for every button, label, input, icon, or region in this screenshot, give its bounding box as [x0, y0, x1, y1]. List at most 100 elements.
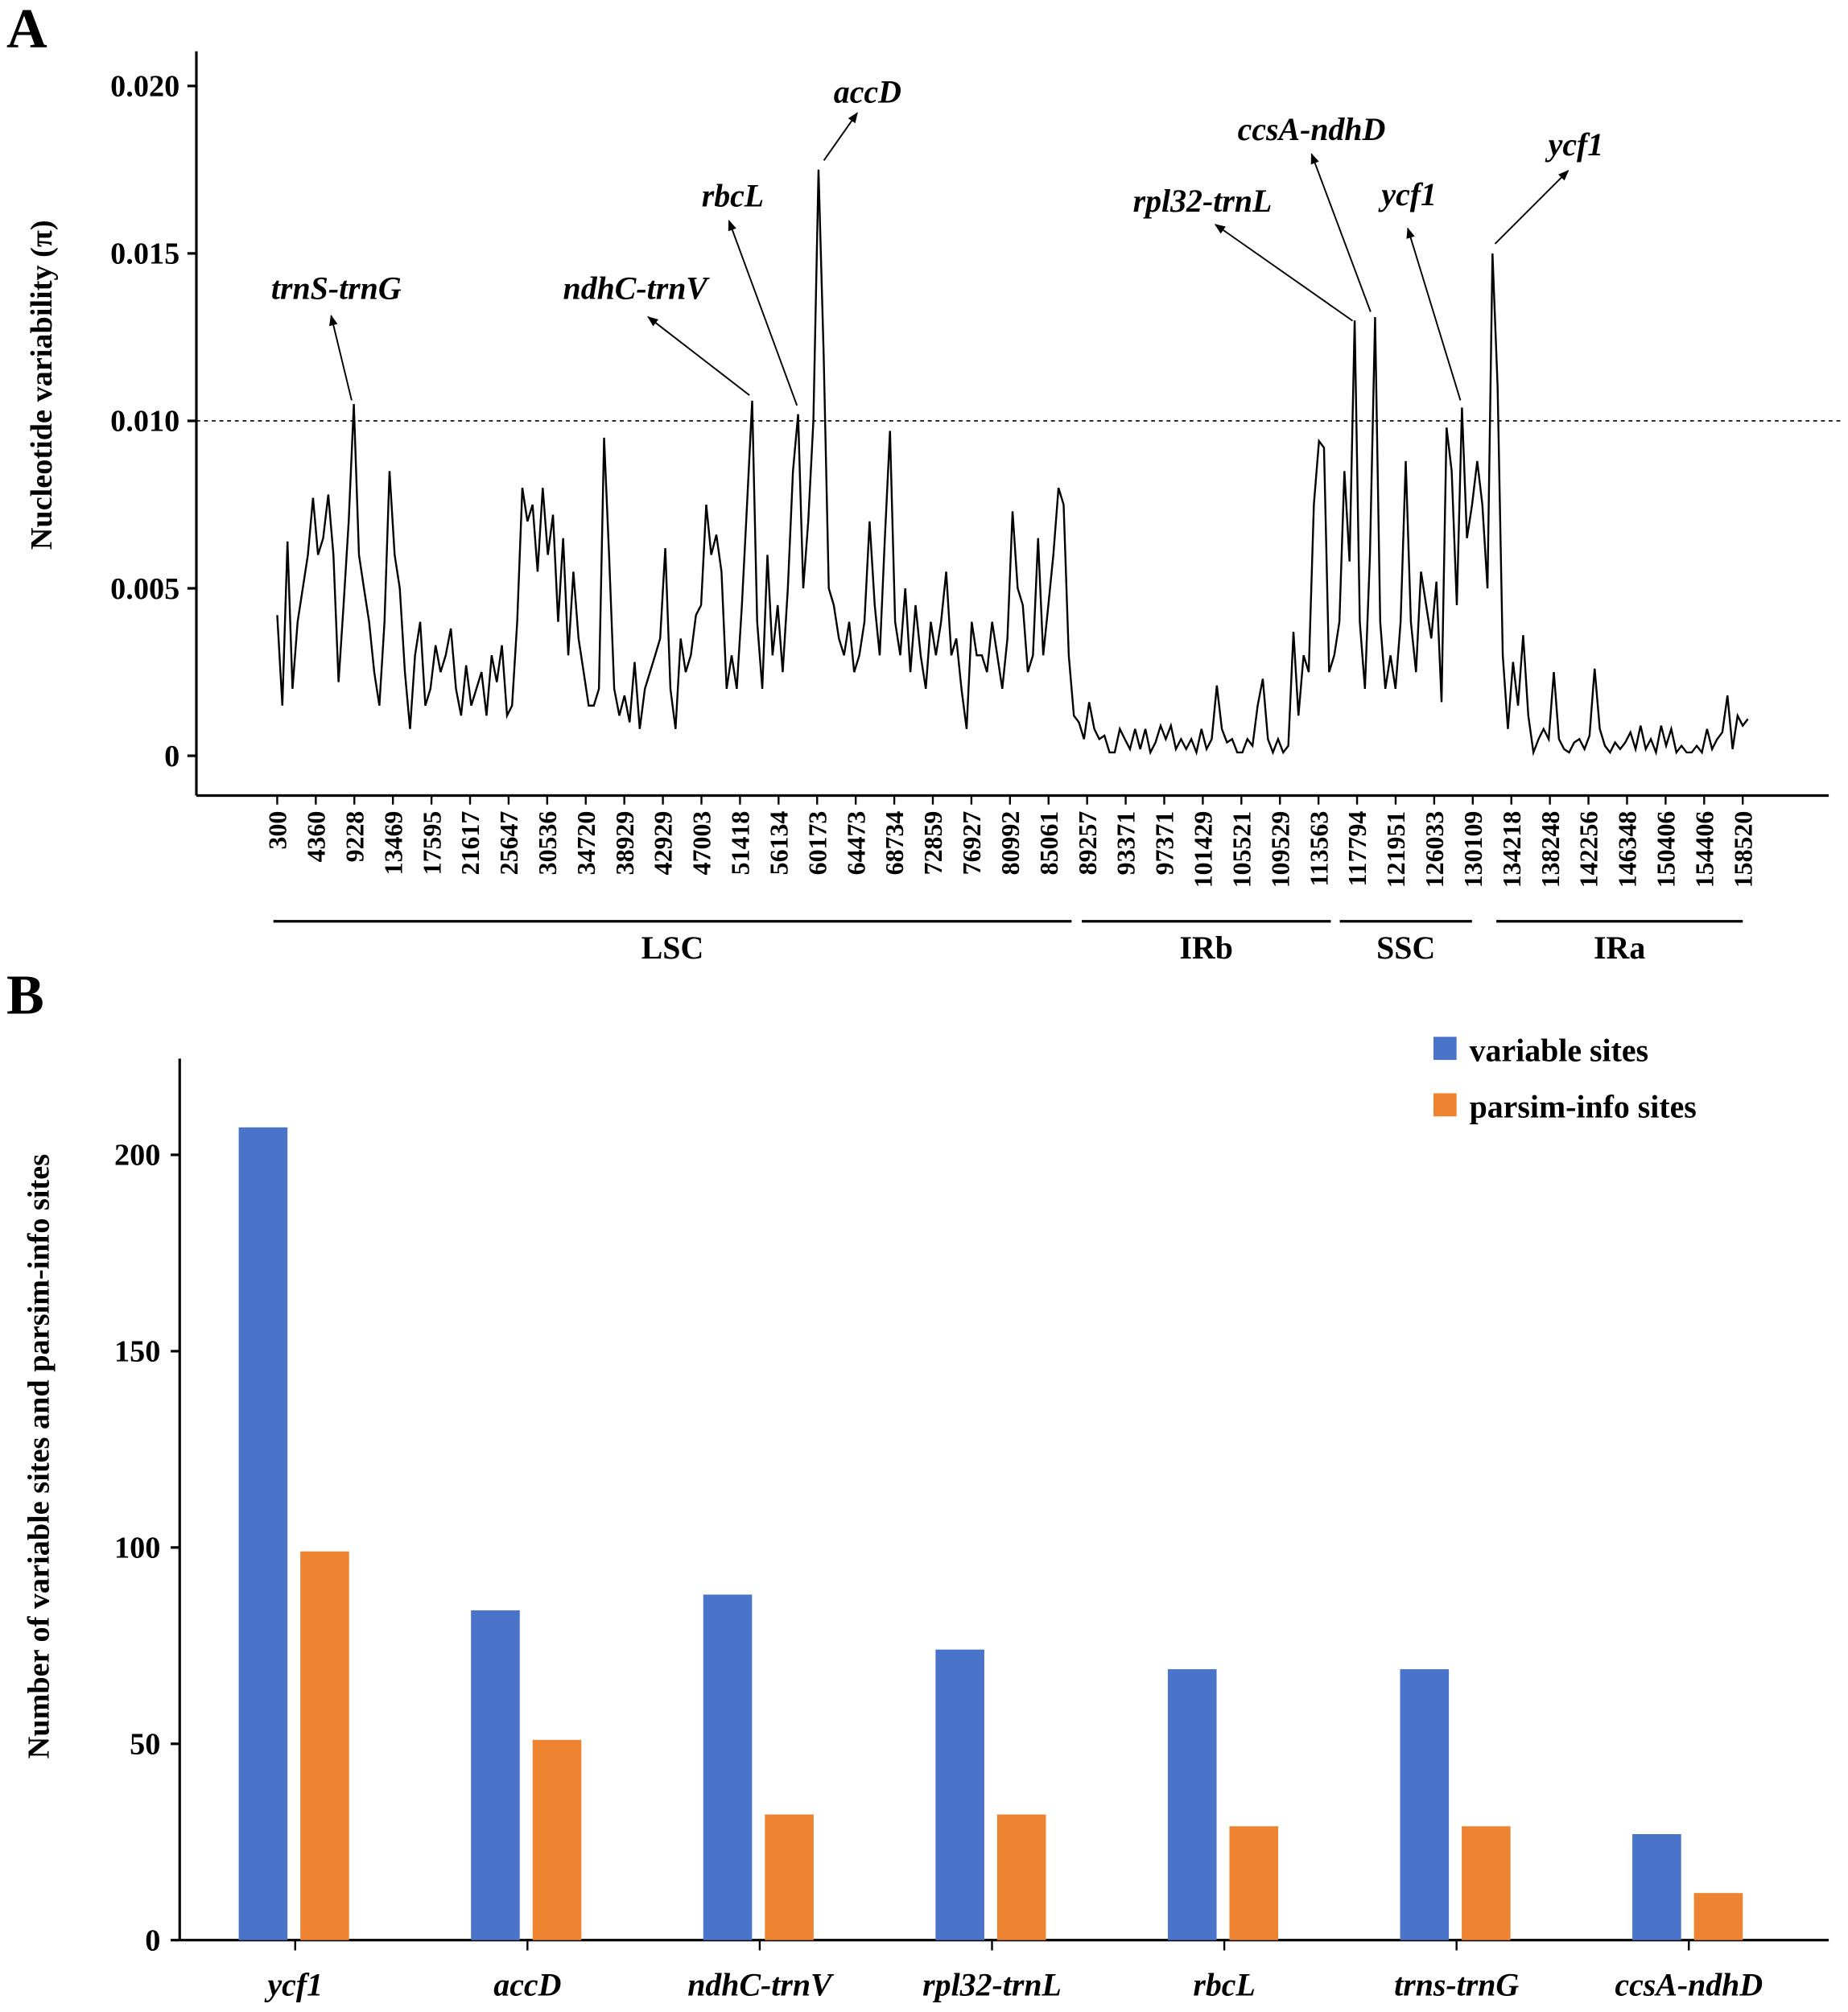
region-label-irb: IRb	[1180, 930, 1233, 966]
a-x-tick-label: 64473	[842, 811, 870, 876]
a-x-tick-label: 56134	[765, 811, 793, 876]
a-x-tick-label: 93371	[1112, 811, 1141, 876]
a-x-tick-label: 21617	[456, 811, 485, 876]
bar-rbcL-variable-sites	[1167, 1669, 1217, 1940]
a-x-tick-label: 47003	[688, 811, 716, 876]
annotation-arrow	[647, 315, 750, 396]
annotation-label: rpl32-trnL	[1133, 183, 1273, 219]
a-x-tick-label: 138248	[1537, 811, 1565, 888]
a-x-tick-label: 97371	[1151, 811, 1179, 876]
panel-b-bar-chart: Number of variable sites and parsim-info…	[23, 1033, 1829, 2002]
a-x-tick-label: 13469	[379, 811, 407, 876]
b-x-tick-label: ycf1	[264, 1966, 323, 2002]
legend-swatch-parsim-info-sites	[1433, 1093, 1457, 1117]
a-x-tick-label: 76927	[958, 811, 986, 876]
a-x-tick-label: 38929	[611, 811, 639, 876]
panel-a-line-chart: Nucleotide variability (π) 0 0.005 0.010 0.…	[25, 51, 1842, 966]
bar-ycf1-parsim-info-sites	[300, 1551, 349, 1940]
bar-ndhC-trnV-variable-sites	[703, 1594, 753, 1940]
b-x-tick-label: rpl32-trnL	[922, 1966, 1062, 2002]
annotation-arrow	[1494, 170, 1570, 245]
a-x-tick-label: 42929	[650, 811, 678, 876]
annotation-arrow	[1406, 227, 1462, 401]
bar-accD-parsim-info-sites	[532, 1739, 582, 1940]
bar-trns-trnG-variable-sites	[1400, 1669, 1450, 1940]
b-y-tick-label: 50	[130, 1728, 160, 1762]
a-y-axis-label: Nucleotide variability (π)	[25, 220, 59, 550]
a-x-tick-label: 117794	[1343, 811, 1372, 887]
annotation-label: ycf1	[1545, 126, 1604, 163]
a-x-tick-label: 105521	[1227, 811, 1256, 888]
a-y-tick-label: 0.020	[110, 70, 179, 104]
a-x-tick-label: 134218	[1498, 811, 1526, 888]
a-x-tick-label: 34720	[572, 811, 600, 876]
a-x-tick-label: 158520	[1729, 811, 1757, 888]
bar-trns-trnG-parsim-info-sites	[1462, 1826, 1511, 1940]
a-x-tick-label: 25647	[495, 811, 523, 876]
a-x-tick-label: 60173	[803, 811, 831, 876]
b-y-axis-label: Number of variable sites and parsim-info…	[23, 1154, 56, 1759]
a-x-tick-label: 80992	[996, 811, 1025, 876]
bar-accD-variable-sites	[471, 1610, 520, 1940]
nucleotide-variability-line	[276, 169, 1749, 757]
annotation-arrow	[329, 314, 353, 401]
annotation-arrow	[1214, 224, 1354, 322]
region-label-ssc: SSC	[1376, 930, 1435, 966]
b-x-tick-label: rbcL	[1193, 1966, 1255, 2002]
annotation-arrow	[728, 219, 798, 406]
a-y-tick-label: 0.005	[110, 572, 179, 606]
a-x-tick-label: 72859	[919, 811, 947, 876]
annotation-label: ndhC-trnV	[563, 270, 711, 306]
a-y-tick-label: 0.015	[110, 237, 179, 271]
a-x-tick-label: 300	[264, 811, 292, 850]
a-x-tick-label: 85061	[1035, 811, 1063, 876]
b-y-tick-label: 200	[114, 1139, 160, 1173]
legend: variable sites parsim-info sites	[1433, 1033, 1697, 1125]
a-y-tick-label: 0.010	[110, 405, 179, 439]
b-x-tick-label: trns-trnG	[1394, 1966, 1519, 2002]
a-x-tick-label: 89257	[1074, 811, 1102, 876]
a-x-tick-label: 101429	[1190, 811, 1218, 888]
a-x-tick-label: 130109	[1459, 811, 1487, 888]
b-x-tick-label: ccsA-ndhD	[1615, 1966, 1763, 2002]
b-x-tick-label: ndhC-trnV	[687, 1966, 835, 2002]
panel-label-a: A	[6, 0, 47, 60]
a-x-tick-label: 30536	[534, 811, 562, 876]
a-x-tick-label: 9228	[340, 811, 369, 863]
annotation-label: ccsA-ndhD	[1238, 111, 1386, 147]
bar-ndhC-trnV-parsim-info-sites	[765, 1814, 814, 1940]
a-x-tick-label: 154406	[1690, 811, 1718, 888]
panel-label-b: B	[6, 964, 44, 1027]
a-x-tick-label: 109529	[1266, 811, 1294, 888]
a-x-tick-label: 113563	[1305, 811, 1333, 887]
a-x-tick-label: 142256	[1575, 811, 1603, 888]
annotation-arrow	[1310, 153, 1372, 312]
b-y-tick-label: 100	[114, 1532, 160, 1565]
legend-swatch-variable-sites	[1433, 1037, 1457, 1060]
annotation-arrow	[823, 112, 858, 161]
bar-ccsA-ndhD-parsim-info-sites	[1693, 1893, 1743, 1940]
bar-rpl32-trnL-parsim-info-sites	[996, 1814, 1046, 1940]
annotation-label: trnS-trnG	[271, 270, 402, 306]
region-label-ira: IRa	[1594, 930, 1645, 966]
a-y-tick-label: 0	[164, 740, 179, 773]
annotation-label: rbcL	[702, 178, 764, 214]
a-x-tick-label: 146348	[1614, 811, 1642, 888]
a-x-tick-label: 4360	[303, 811, 331, 863]
annotation-label: ycf1	[1378, 176, 1437, 212]
annotation-label: accD	[834, 74, 901, 110]
a-x-tick-label: 150406	[1652, 811, 1681, 888]
bar-ycf1-variable-sites	[238, 1127, 288, 1940]
a-x-tick-label: 68734	[881, 811, 909, 876]
bar-ccsA-ndhD-variable-sites	[1632, 1833, 1681, 1940]
b-y-tick-label: 0	[145, 1923, 160, 1957]
b-y-tick-label: 150	[114, 1335, 160, 1369]
a-x-tick-label: 121951	[1382, 811, 1410, 888]
b-x-tick-label: accD	[493, 1966, 561, 2002]
legend-label-variable-sites: variable sites	[1470, 1033, 1648, 1069]
a-x-tick-label: 51418	[727, 811, 755, 876]
bar-rpl32-trnL-variable-sites	[935, 1649, 984, 1940]
legend-label-parsim-info-sites: parsim-info sites	[1470, 1089, 1697, 1125]
bar-rbcL-parsim-info-sites	[1229, 1826, 1279, 1940]
